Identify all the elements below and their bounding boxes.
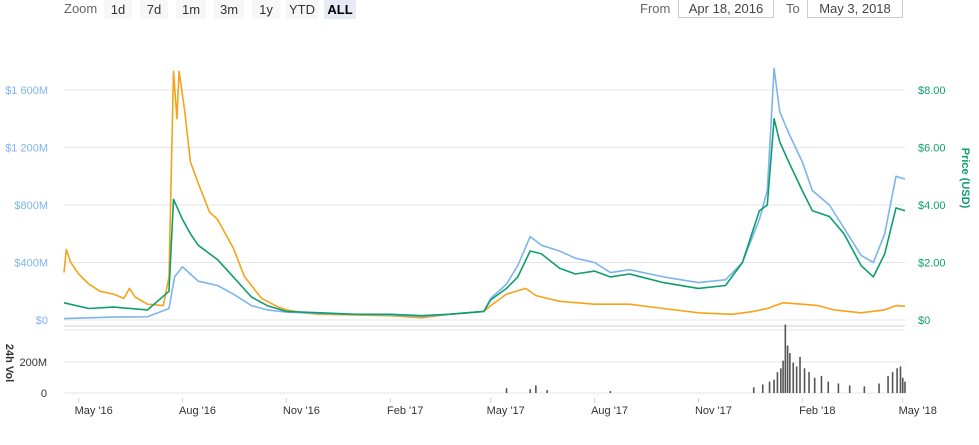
volume-bar xyxy=(752,387,755,393)
x-tick-label: Feb '18 xyxy=(799,405,835,417)
volume-bar xyxy=(784,324,787,393)
x-tick-label: Feb '17 xyxy=(387,405,423,417)
volume-bar xyxy=(863,386,866,393)
chart-gridlines xyxy=(64,89,905,321)
volume-bar xyxy=(773,379,775,393)
x-tick-label: Aug '17 xyxy=(591,405,628,417)
volume-gridlines xyxy=(64,325,905,394)
right-tick-label: $6.00 xyxy=(918,143,946,155)
x-axis: May '16 Aug '16 Nov '16 Feb '17 May '17 Aug '… xyxy=(75,398,937,417)
volume-bar xyxy=(808,372,810,393)
volume-tick-label: 0 xyxy=(41,388,47,400)
volume-bar xyxy=(768,381,771,393)
from-date-input[interactable] xyxy=(678,0,774,18)
volume-bar xyxy=(780,368,782,393)
chart-toolbar: Zoom 1d 7d 1m 3m 1y YTD ALL From To xyxy=(0,0,979,22)
zoom-all-button[interactable]: ALL xyxy=(324,0,356,19)
left-tick-label: $800M xyxy=(14,200,48,212)
volume-bar xyxy=(776,372,779,393)
zoom-1d-button[interactable]: 1d xyxy=(104,0,132,19)
right-axis-title: Price (USD) xyxy=(959,148,971,209)
zoom-7d-button[interactable]: 7d xyxy=(140,0,168,19)
price-line xyxy=(63,118,906,317)
x-tick-label: Nov '17 xyxy=(695,405,732,417)
volume-bar xyxy=(813,377,816,393)
volume-bar xyxy=(848,385,851,393)
left-tick-label: $1 200M xyxy=(5,143,48,155)
volume-bar xyxy=(535,385,537,393)
left-tick-label: $400M xyxy=(14,258,48,270)
volume-bar xyxy=(795,366,798,393)
volume-bar xyxy=(761,384,764,393)
x-tick-label: May '16 xyxy=(75,405,113,417)
to-label: To xyxy=(786,1,800,16)
volume-tick-label: 200M xyxy=(19,357,47,369)
volume-bar xyxy=(901,377,904,393)
volume-axis: 0 200M xyxy=(19,357,47,400)
x-tick-label: May '17 xyxy=(487,405,525,417)
volume-bar xyxy=(782,360,784,393)
left-tick-label: $0 xyxy=(36,315,48,327)
volume-bar xyxy=(546,390,548,393)
to-date-input[interactable] xyxy=(807,0,903,18)
right-tick-label: $2.00 xyxy=(918,258,946,270)
right-axis: $0 $2.00 $4.00 $6.00 $8.00 xyxy=(918,85,946,327)
volume-bar xyxy=(609,391,612,393)
volume-bar xyxy=(827,381,830,393)
volume-bar xyxy=(820,375,823,393)
zoom-3m-button[interactable]: 3m xyxy=(214,0,244,19)
left-axis: $0 $400M $800M $1 200M $1 600M xyxy=(5,85,48,327)
left-tick-label: $1 600M xyxy=(5,85,48,97)
volume-bar xyxy=(887,375,889,393)
volume-bar xyxy=(891,372,894,393)
from-label: From xyxy=(640,1,671,16)
volume-bar xyxy=(799,356,801,393)
volume-bar xyxy=(789,353,791,393)
volume-bar xyxy=(899,366,902,393)
volume-bar xyxy=(505,388,508,393)
volume-bar xyxy=(878,383,880,393)
x-tick-label: Nov '16 xyxy=(283,405,320,417)
right-tick-label: $8.00 xyxy=(918,85,946,97)
zoom-ytd-button[interactable]: YTD xyxy=(286,0,318,19)
volume-bars xyxy=(505,324,906,393)
volume-bar xyxy=(529,389,532,393)
zoom-1y-button[interactable]: 1y xyxy=(252,0,280,19)
volume-bar xyxy=(786,345,789,393)
right-tick-label: $4.00 xyxy=(918,200,946,212)
volume-bar xyxy=(837,383,840,393)
volume-bar xyxy=(803,368,806,393)
market-cap-line xyxy=(63,67,906,320)
volume-bar xyxy=(896,368,898,393)
right-tick-label: $0 xyxy=(918,315,930,327)
x-tick-label: May '18 xyxy=(899,405,937,417)
volume-axis-title: 24h Vol xyxy=(3,344,15,382)
zoom-label: Zoom xyxy=(64,1,98,16)
x-tick-label: Aug '16 xyxy=(179,405,216,417)
chart-series xyxy=(63,67,906,320)
volume-bar xyxy=(904,381,906,393)
zoom-1m-button[interactable]: 1m xyxy=(176,0,206,19)
volume-bar xyxy=(792,362,795,393)
